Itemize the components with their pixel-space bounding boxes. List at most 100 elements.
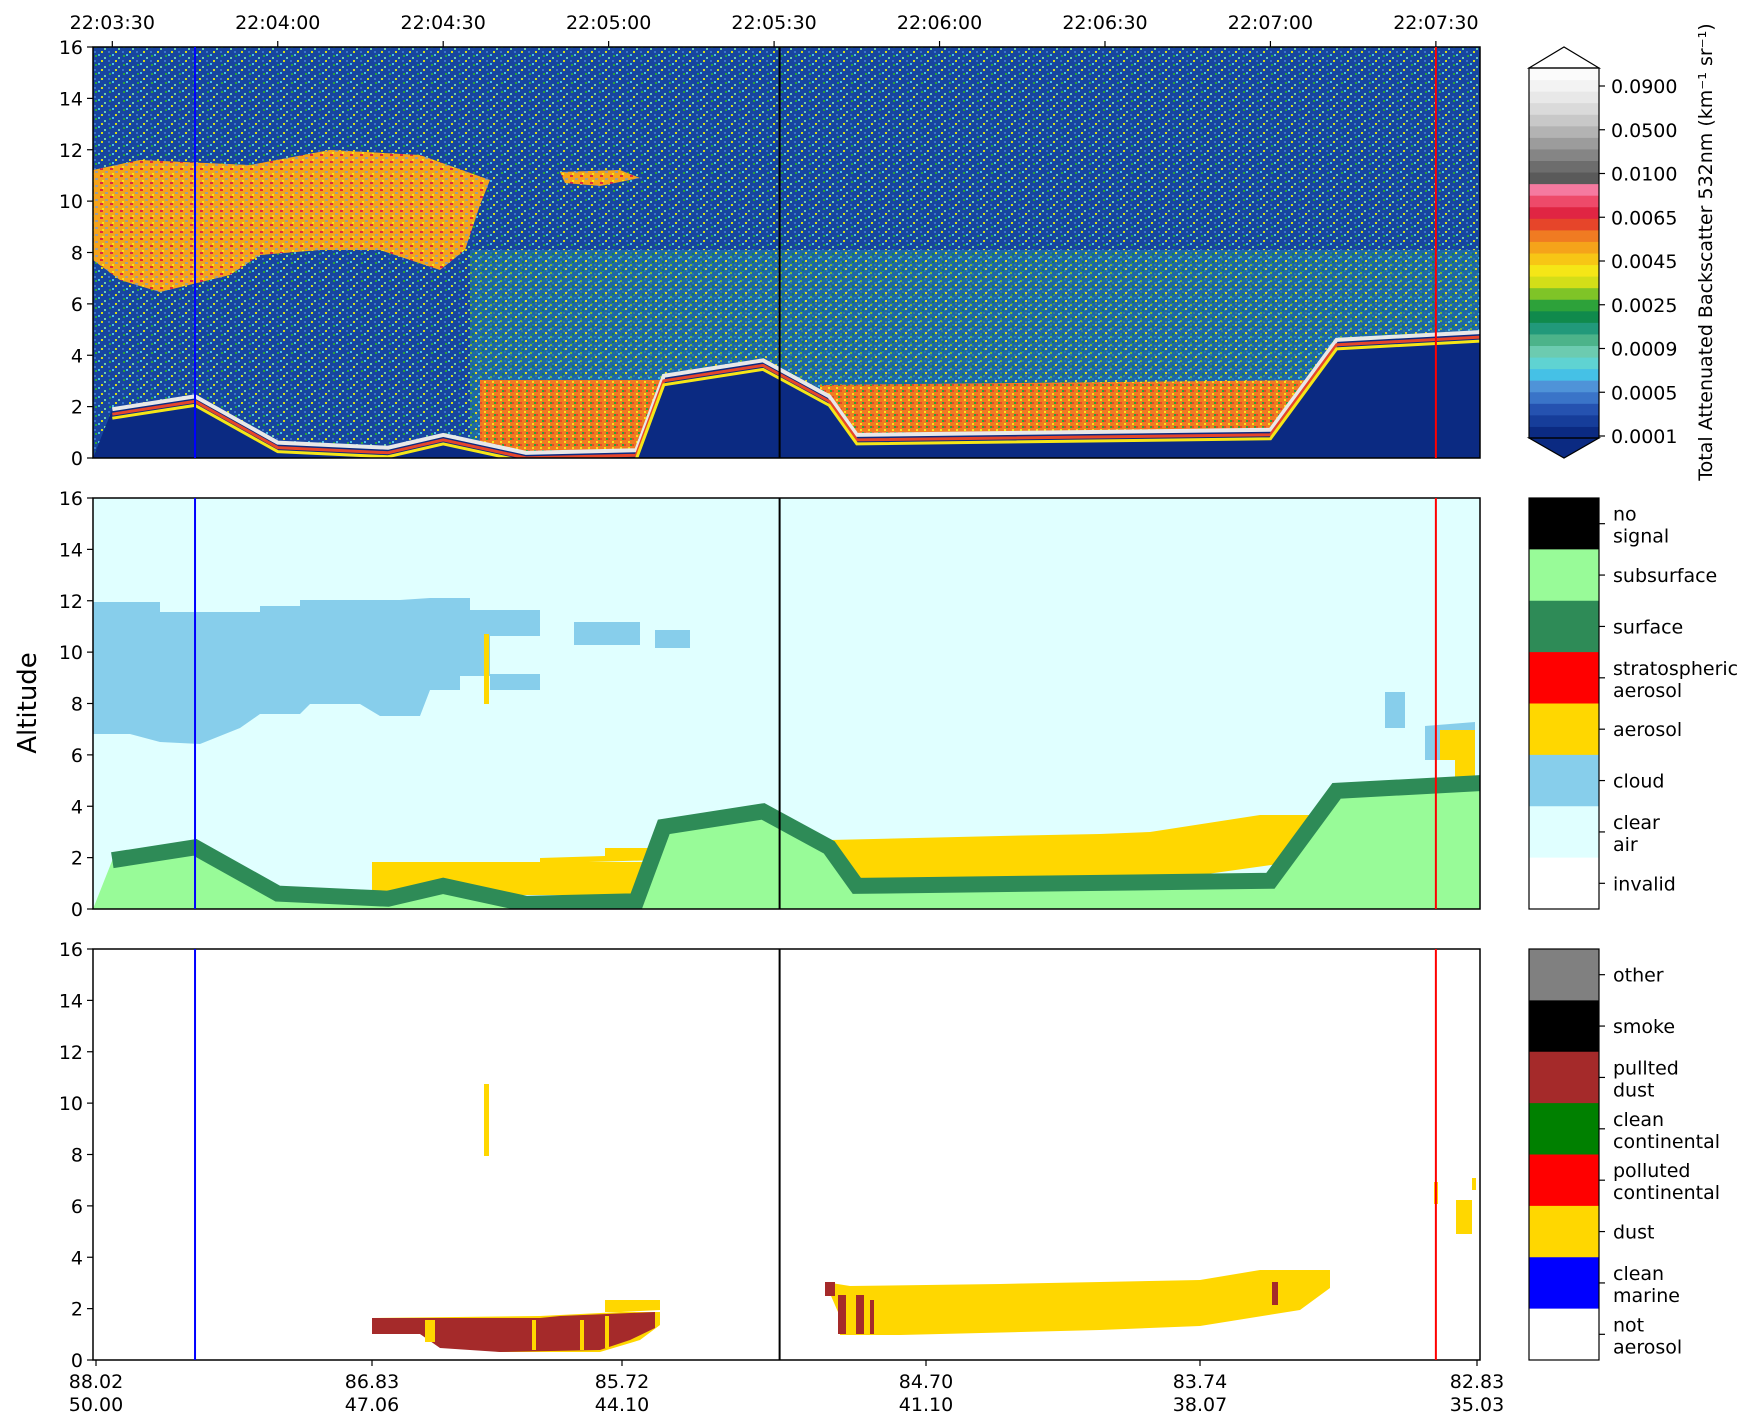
- legend-swatch: [1529, 600, 1599, 653]
- aerosol-subtype-panel: [93, 949, 1480, 1360]
- backscatter-colorbar-swatch: [1529, 91, 1599, 104]
- y-tick-label: 0: [71, 448, 83, 470]
- legend-label-cont: aerosol: [1613, 1336, 1682, 1358]
- backscatter-panel: [93, 47, 1480, 458]
- backscatter-colorbar-swatch: [1529, 426, 1599, 439]
- latitude-tick-label: 86.83: [345, 1371, 399, 1393]
- y-tick-label: 10: [59, 191, 83, 213]
- backscatter-colorbar-swatch: [1529, 264, 1599, 277]
- legend-swatch: [1529, 1154, 1599, 1207]
- legend-swatch: [1529, 949, 1599, 1001]
- backscatter-colorbar-swatch: [1529, 183, 1599, 196]
- backscatter-colorbar-swatch: [1529, 403, 1599, 416]
- legend-frame: [1528, 497, 1600, 910]
- legend-swatch: [1529, 652, 1599, 704]
- backscatter-colorbar-swatch: [1529, 195, 1599, 208]
- longitude-tick-label: 50.00: [69, 1394, 123, 1416]
- legend-label-cont: signal: [1613, 526, 1669, 548]
- legend-label-cont: marine: [1613, 1285, 1680, 1307]
- longitude-tick-label: 41.10: [899, 1394, 953, 1416]
- legend-label-cont: aerosol: [1613, 680, 1682, 702]
- longitude-tick-label: 35.03: [1450, 1394, 1504, 1416]
- backscatter-colorbar-swatch: [1529, 380, 1599, 393]
- colorbar-tick-label: 0.0045: [1611, 251, 1677, 273]
- y-tick-label: 16: [59, 37, 83, 59]
- time-tick-label: 22:06:00: [897, 12, 982, 34]
- legend-label: subsurface: [1613, 565, 1717, 587]
- legend-swatch: [1529, 754, 1599, 807]
- backscatter-colorbar-swatch: [1529, 345, 1599, 358]
- legend-label: polluted: [1613, 1160, 1690, 1182]
- backscatter-colorbar-swatch: [1529, 253, 1599, 266]
- y-tick-label: 6: [71, 1196, 83, 1218]
- backscatter-colorbar-swatch: [1529, 172, 1599, 185]
- y-tick-label: 10: [59, 642, 83, 664]
- colorbar-tick-label: 0.0100: [1611, 164, 1677, 186]
- backscatter-colorbar-swatch: [1529, 299, 1599, 312]
- legend-label: clear: [1613, 812, 1660, 834]
- backscatter-colorbar-swatch: [1529, 125, 1599, 138]
- y-tick-label: 6: [71, 294, 83, 316]
- time-tick-label: 22:04:00: [235, 12, 320, 34]
- time-tick-label: 22:07:00: [1228, 12, 1313, 34]
- backscatter-colorbar-swatch: [1529, 68, 1599, 81]
- y-tick-label: 2: [71, 1299, 83, 1321]
- y-tick-label: 14: [59, 539, 83, 561]
- legend-label-cont: dust: [1613, 1079, 1654, 1101]
- legend-label: aerosol: [1613, 719, 1682, 741]
- longitude-tick-label: 38.07: [1173, 1394, 1227, 1416]
- colorbar-extend-max: [1526, 46, 1602, 69]
- legend-label: dust: [1613, 1222, 1654, 1244]
- backscatter-colorbar-swatch: [1529, 218, 1599, 231]
- legend-label: cloud: [1613, 771, 1664, 793]
- y-tick-label: 8: [71, 1145, 83, 1167]
- y-tick-label: 14: [59, 990, 83, 1012]
- legend-swatch: [1529, 1051, 1599, 1104]
- legend-label: smoke: [1613, 1016, 1675, 1038]
- axes: 0 2 4 6 8 10 12 14 16 0 2 4 6 8 10 12 14 16 0 2 4 6 8 10 12 14 16 2…: [59, 12, 1504, 1416]
- legend-label: clean: [1613, 1263, 1664, 1285]
- time-tick-label: 22:03:30: [70, 12, 155, 34]
- legend-label: no: [1613, 504, 1637, 526]
- backscatter-colorbar-swatch: [1529, 102, 1599, 115]
- legend-swatch: [1529, 1257, 1599, 1310]
- backscatter-colorbar-swatch: [1529, 137, 1599, 150]
- legend-swatch: [1529, 1000, 1599, 1053]
- time-tick-label: 22:05:00: [566, 12, 651, 34]
- y-tick-label: 6: [71, 745, 83, 767]
- y-tick-label: 0: [71, 1350, 83, 1372]
- time-tick-label: 22:05:30: [731, 12, 816, 34]
- backscatter-colorbar-swatch: [1529, 391, 1599, 404]
- colorbar-tick-label: 0.0065: [1611, 207, 1677, 229]
- y-tick-label: 2: [71, 848, 83, 870]
- y-tick-label: 10: [59, 1093, 83, 1115]
- legend-swatch: [1529, 703, 1599, 756]
- y-tick-label: 12: [59, 140, 83, 162]
- colorbar-extend-min: [1526, 437, 1602, 459]
- y-tick-label: 2: [71, 397, 83, 419]
- backscatter-colorbar-swatch: [1529, 322, 1599, 335]
- legend-label: other: [1613, 965, 1664, 987]
- backscatter-colorbar-swatch: [1529, 241, 1599, 254]
- feature-type-panel: [93, 498, 1480, 909]
- backscatter-colorbar-swatch: [1529, 287, 1599, 300]
- colorbar-tick-label: 0.0005: [1611, 382, 1677, 404]
- longitude-tick-label: 47.06: [345, 1394, 399, 1416]
- backscatter-colorbar-swatch: [1529, 148, 1599, 161]
- legend-frame: [1528, 948, 1600, 1361]
- y-tick-label: 16: [59, 939, 83, 961]
- marker-lines: [194, 47, 1437, 1360]
- latitude-tick-label: 84.70: [899, 1371, 953, 1393]
- latitude-tick-label: 85.72: [595, 1371, 649, 1393]
- legend-label: surface: [1613, 616, 1683, 638]
- backscatter-colorbar-swatch: [1529, 333, 1599, 346]
- time-tick-label: 22:04:30: [401, 12, 486, 34]
- backscatter-colorbar-swatch: [1529, 160, 1599, 173]
- legend-label: invalid: [1613, 873, 1676, 895]
- legend-label-cont: continental: [1613, 1182, 1720, 1204]
- colorbar-tick-label: 0.0900: [1611, 76, 1677, 98]
- legend-swatch: [1529, 806, 1599, 859]
- y-tick-label: 8: [71, 694, 83, 716]
- backscatter-colorbar-swatch: [1529, 79, 1599, 92]
- y-tick-label: 8: [71, 243, 83, 265]
